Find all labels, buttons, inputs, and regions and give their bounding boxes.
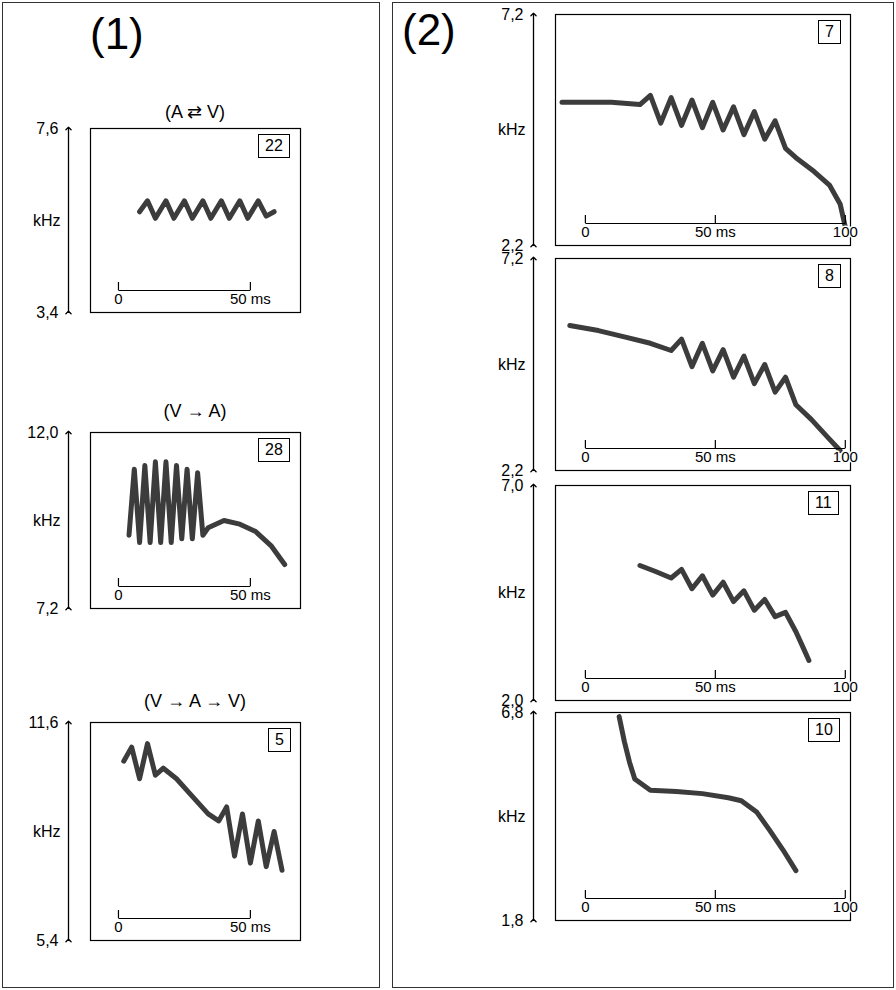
svg-text:50 ms: 50 ms	[695, 223, 736, 240]
html-text:11: 11	[815, 494, 832, 511]
svg-text:kHz: kHz	[498, 584, 526, 601]
svg-text:0: 0	[114, 290, 122, 307]
svg-text:0: 0	[581, 223, 589, 240]
html-text:28: 28	[265, 441, 283, 458]
svg-text:7,0: 7,0	[501, 477, 523, 494]
svg-text:7,6: 7,6	[36, 120, 58, 137]
svg-text:0: 0	[581, 898, 589, 915]
svg-text:50 ms: 50 ms	[695, 448, 736, 465]
svg-text:50 ms: 50 ms	[230, 918, 271, 935]
html-text:(V → A → V): (V → A → V)	[144, 691, 246, 711]
html-text:7: 7	[825, 23, 834, 40]
html-text:(V → A): (V → A)	[163, 401, 227, 421]
html-text:22: 22	[265, 137, 283, 154]
svg-text:50 ms: 50 ms	[695, 678, 736, 695]
svg-text:50 ms: 50 ms	[695, 898, 736, 915]
svg-text:kHz: kHz	[33, 212, 61, 229]
svg-text:0: 0	[114, 586, 122, 603]
svg-text:0: 0	[581, 448, 589, 465]
svg-text:12,0: 12,0	[27, 424, 58, 441]
svg-text:0: 0	[581, 678, 589, 695]
svg-text:kHz: kHz	[33, 512, 61, 529]
svg-text:2,0: 2,0	[501, 691, 524, 709]
html-text:(1): (1)	[90, 9, 144, 58]
svg-text:1,8: 1,8	[501, 912, 523, 929]
svg-text:kHz: kHz	[498, 121, 526, 138]
svg-text:7,2: 7,2	[501, 6, 523, 23]
svg-text:2,2: 2,2	[501, 461, 524, 479]
html-text:8: 8	[825, 267, 834, 284]
svg-text:50 ms: 50 ms	[230, 586, 271, 603]
svg-text:7,2: 7,2	[36, 600, 58, 617]
html-text:(A ⇄ V): (A ⇄ V)	[165, 102, 225, 122]
svg-text:2,2: 2,2	[501, 236, 524, 254]
svg-text:100: 100	[833, 898, 858, 915]
html-text:(2): (2)	[402, 5, 456, 54]
svg-text:7,2: 7,2	[501, 250, 523, 267]
svg-text:3,4: 3,4	[36, 304, 58, 321]
svg-text:kHz: kHz	[33, 823, 61, 840]
svg-text:50 ms: 50 ms	[230, 290, 271, 307]
svg-text:kHz: kHz	[498, 356, 526, 373]
html-text:5: 5	[275, 731, 284, 748]
svg-text:5,4: 5,4	[36, 932, 58, 949]
svg-text:100: 100	[833, 223, 858, 240]
svg-text:100: 100	[833, 678, 858, 695]
svg-text:11,6: 11,6	[29, 714, 59, 731]
svg-text:100: 100	[833, 448, 858, 465]
svg-text:0: 0	[114, 918, 122, 935]
svg-text:6,8: 6,8	[501, 704, 523, 721]
svg-text:kHz: kHz	[498, 808, 526, 825]
html-text:10: 10	[815, 721, 833, 738]
